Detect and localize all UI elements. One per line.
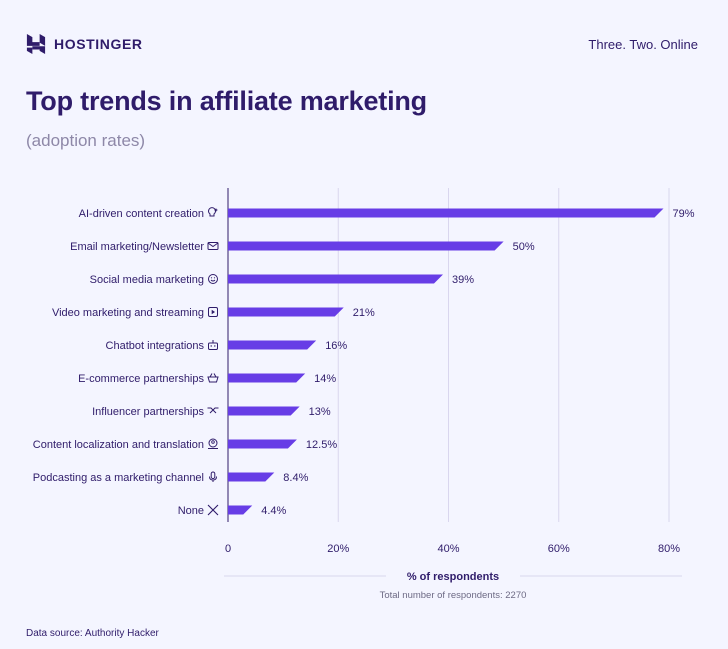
category-label: Social media marketing bbox=[90, 274, 204, 286]
category-label: Chatbot integrations bbox=[106, 340, 205, 352]
axis-layer: 0 20% 40% 60% 80% % of respondents Total numbe… bbox=[224, 543, 682, 601]
category-label: Content localization and translation bbox=[33, 439, 204, 451]
x-tick-label: 60% bbox=[548, 543, 570, 555]
category-label: AI-driven content creation bbox=[79, 208, 204, 220]
category-label: Podcasting as a marketing channel bbox=[33, 472, 204, 484]
bar bbox=[228, 241, 504, 251]
value-label: 14% bbox=[314, 373, 336, 385]
microphone-icon bbox=[209, 471, 217, 482]
bar bbox=[228, 373, 306, 383]
value-label: 8.4% bbox=[283, 472, 308, 484]
robot-icon bbox=[208, 340, 218, 350]
x-icon bbox=[207, 504, 219, 516]
bar bbox=[228, 307, 344, 317]
category-label: Email marketing/Newsletter bbox=[70, 241, 204, 253]
brand-name: HOSTINGER bbox=[54, 36, 143, 52]
bar bbox=[228, 472, 275, 482]
value-label: 39% bbox=[452, 274, 474, 286]
respondents-note: Total number of respondents: 2270 bbox=[380, 590, 527, 601]
category-label: None bbox=[178, 505, 204, 517]
page-subtitle: (adoption rates) bbox=[26, 131, 146, 150]
hostinger-logo-icon bbox=[26, 34, 46, 54]
x-axis-title: % of respondents bbox=[407, 571, 499, 583]
data-source: Data source: Authority Hacker bbox=[26, 628, 159, 639]
x-tick-label: 40% bbox=[437, 543, 459, 555]
value-label: 13% bbox=[309, 406, 331, 418]
smiley-icon bbox=[208, 274, 218, 284]
value-label: 79% bbox=[672, 208, 694, 220]
brand-tagline: Three. Two. Online bbox=[588, 37, 698, 52]
handshake-icon bbox=[207, 407, 219, 414]
category-label: Influencer partnerships bbox=[92, 406, 204, 418]
value-label: 21% bbox=[353, 307, 375, 319]
value-label: 12.5% bbox=[306, 439, 337, 451]
x-tick-label: 80% bbox=[658, 543, 680, 555]
value-label: 4.4% bbox=[261, 505, 286, 517]
page-title: Top trends in affiliate marketing bbox=[26, 86, 427, 116]
category-label: Video marketing and streaming bbox=[52, 307, 204, 319]
bar bbox=[228, 274, 443, 284]
bar bbox=[228, 505, 253, 515]
bar bbox=[228, 340, 317, 350]
value-label: 50% bbox=[513, 241, 535, 253]
brand-logo: HOSTINGER bbox=[26, 34, 143, 54]
bar bbox=[228, 208, 664, 218]
lightbulb-sparkle-icon bbox=[208, 207, 218, 217]
x-tick-label: 20% bbox=[327, 543, 349, 555]
basket-icon bbox=[207, 373, 219, 383]
video-play-icon bbox=[208, 307, 218, 317]
category-label: E-commerce partnerships bbox=[78, 373, 204, 385]
bar bbox=[228, 406, 300, 416]
x-tick-label: 0 bbox=[225, 543, 231, 555]
bar bbox=[228, 439, 297, 449]
value-label: 16% bbox=[325, 340, 347, 352]
envelope-icon bbox=[207, 242, 219, 250]
location-person-icon bbox=[208, 438, 218, 449]
bars-layer bbox=[228, 208, 664, 515]
labels-layer: 79% AI-driven content creation 50% Email ma… bbox=[33, 207, 695, 517]
